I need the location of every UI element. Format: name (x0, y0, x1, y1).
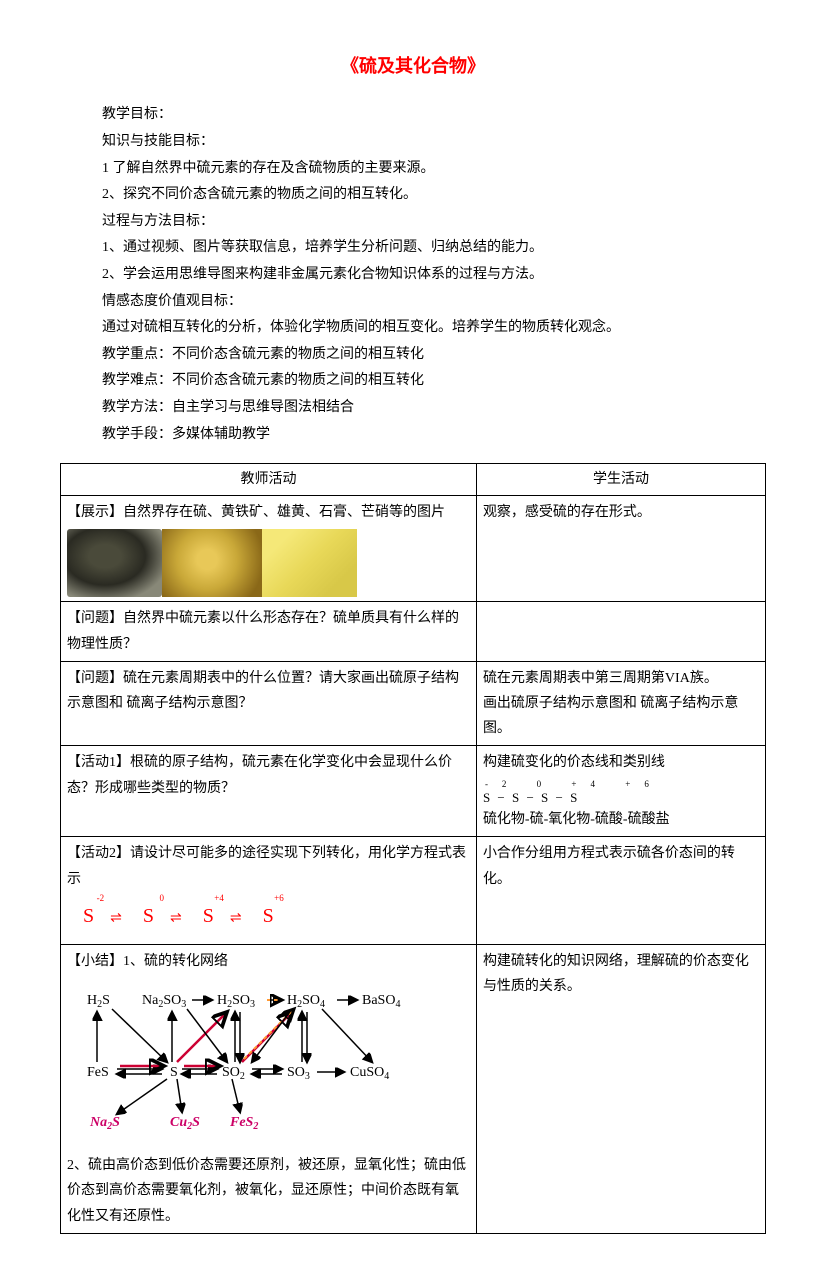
cell-teacher: 【展示】自然界存在硫、黄铁矿、雄黄、石膏、芒硝等的图片 (61, 496, 477, 602)
svg-text:S: S (170, 1065, 178, 1080)
svg-text:Cu2S: Cu2S (170, 1115, 200, 1132)
oxidation-elements: S − S − S − S (483, 790, 579, 805)
page-title: 《硫及其化合物》 (60, 50, 766, 82)
svg-text:Na2SO3: Na2SO3 (142, 993, 186, 1010)
intro-line: 2、探究不同价态含硫元素的物质之间的相互转化。 (102, 182, 766, 209)
table-row: 【活动2】请设计尽可能多的途径实现下列转化，用化学方程式表示 S-2⇌ S0⇌ … (61, 837, 766, 944)
svg-text:FeS: FeS (87, 1065, 109, 1080)
svg-text:CuSO4: CuSO4 (350, 1065, 389, 1082)
mineral-image-1 (67, 529, 162, 597)
cell-teacher: 【活动2】请设计尽可能多的途径实现下列转化，用化学方程式表示 S-2⇌ S0⇌ … (61, 837, 477, 944)
sulfur-network-diagram: H2S Na2SO3 H2SO3 H2SO4 BaSO4 FeS S SO2 S… (72, 984, 412, 1134)
intro-line: 通过对硫相互转化的分析，体验化学物质间的相互变化。培养学生的物质转化观念。 (102, 315, 766, 342)
oxidation-superscripts: -2 0 +4 +6 (483, 779, 759, 791)
table-row: 【展示】自然界存在硫、黄铁矿、雄黄、石膏、芒硝等的图片 观察，感受硫的存在形式。 (61, 496, 766, 602)
table-row: 【问题】自然界中硫元素以什么形态存在？硫单质具有什么样的物理性质？ (61, 602, 766, 661)
svg-text:BaSO4: BaSO4 (362, 993, 400, 1010)
table-row: 【问题】硫在元素周期表中的什么位置？请大家画出硫原子结构示意图和 硫离子结构示意… (61, 661, 766, 746)
intro-line: 教学重点：不同价态含硫元素的物质之间的相互转化 (102, 342, 766, 369)
intro-line: 1 了解自然界中硫元素的存在及含硫物质的主要来源。 (102, 156, 766, 183)
activity-table: 教师活动 学生活动 【展示】自然界存在硫、黄铁矿、雄黄、石膏、芒硝等的图片 观察… (60, 463, 766, 1234)
intro-section: 教学目标： 知识与技能目标： 1 了解自然界中硫元素的存在及含硫物质的主要来源。… (60, 102, 766, 448)
cell-text-2: 2、硫由高价态到低价态需要还原剂，被还原，显氧化性；硫由低价态到高价态需要氧化剂… (67, 1158, 466, 1223)
table-row: 【小结】1、硫的转化网络 H2S Na2SO3 H2SO3 H2SO4 BaSO… (61, 944, 766, 1233)
cell-text: 【活动2】请设计尽可能多的途径实现下列转化，用化学方程式表示 (67, 846, 466, 886)
cell-text: 构建硫变化的价态线和类别线 (483, 755, 665, 770)
cell-student: 构建硫转化的知识网络，理解硫的价态变化与性质的关系。 (476, 944, 765, 1233)
table-header-row: 教师活动 学生活动 (61, 464, 766, 496)
header-teacher: 教师活动 (61, 464, 477, 496)
cell-teacher: 【活动1】根硫的原子结构，硫元素在化学变化中会显现什么价态？形成哪些类型的物质？ (61, 746, 477, 837)
cell-student: 构建硫变化的价态线和类别线 -2 0 +4 +6 S − S − S − S 硫… (476, 746, 765, 837)
intro-line: 1、通过视频、图片等获取信息，培养学生分析问题、归纳总结的能力。 (102, 235, 766, 262)
svg-text:H2SO4: H2SO4 (287, 993, 325, 1010)
intro-line: 情感态度价值观目标： (102, 289, 766, 316)
cell-text: 【小结】1、硫的转化网络 (67, 954, 228, 969)
intro-line: 教学方法：自主学习与思维导图法相结合 (102, 395, 766, 422)
intro-line: 2、学会运用思维导图来构建非金属元素化合物知识体系的过程与方法。 (102, 262, 766, 289)
table-row: 【活动1】根硫的原子结构，硫元素在化学变化中会显现什么价态？形成哪些类型的物质？… (61, 746, 766, 837)
svg-text:H2SO3: H2SO3 (217, 993, 255, 1010)
mineral-image-2 (162, 529, 262, 597)
svg-text:FeS2: FeS2 (229, 1115, 258, 1132)
intro-line: 过程与方法目标： (102, 209, 766, 236)
network-diagram-container: H2S Na2SO3 H2SO3 H2SO4 BaSO4 FeS S SO2 S… (67, 974, 470, 1153)
cell-student (476, 602, 765, 661)
cell-student: 观察，感受硫的存在形式。 (476, 496, 765, 602)
svg-text:H2S: H2S (87, 993, 110, 1010)
intro-line: 教学手段：多媒体辅助教学 (102, 422, 766, 449)
intro-line: 教学目标： (102, 102, 766, 129)
header-student: 学生活动 (476, 464, 765, 496)
cell-teacher: 【问题】硫在元素周期表中的什么位置？请大家画出硫原子结构示意图和 硫离子结构示意… (61, 661, 477, 746)
oxidation-states: -2 0 +4 +6 S − S − S − S (483, 779, 759, 808)
sulfur-chain-diagram: S-2⇌ S0⇌ S+4⇌ S+6 (67, 892, 470, 940)
svg-text:SO3: SO3 (287, 1065, 310, 1082)
cell-student: 硫在元素周期表中第三周期第VIA族。 画出硫原子结构示意图和 硫离子结构示意图。 (476, 661, 765, 746)
cell-teacher: 【问题】自然界中硫元素以什么形态存在？硫单质具有什么样的物理性质？ (61, 602, 477, 661)
cell-student: 小合作分组用方程式表示硫各价态间的转化。 (476, 837, 765, 944)
svg-text:SO2: SO2 (222, 1065, 245, 1082)
categories-line: 硫化物-硫-氧化物-硫酸-硫酸盐 (483, 812, 670, 827)
intro-line: 知识与技能目标： (102, 129, 766, 156)
svg-text:Na2S: Na2S (89, 1115, 120, 1132)
intro-line: 教学难点：不同价态含硫元素的物质之间的相互转化 (102, 368, 766, 395)
cell-text: 【展示】自然界存在硫、黄铁矿、雄黄、石膏、芒硝等的图片 (67, 505, 445, 520)
cell-teacher: 【小结】1、硫的转化网络 H2S Na2SO3 H2SO3 H2SO4 BaSO… (61, 944, 477, 1233)
mineral-images (67, 529, 470, 597)
mineral-image-3 (262, 529, 357, 597)
